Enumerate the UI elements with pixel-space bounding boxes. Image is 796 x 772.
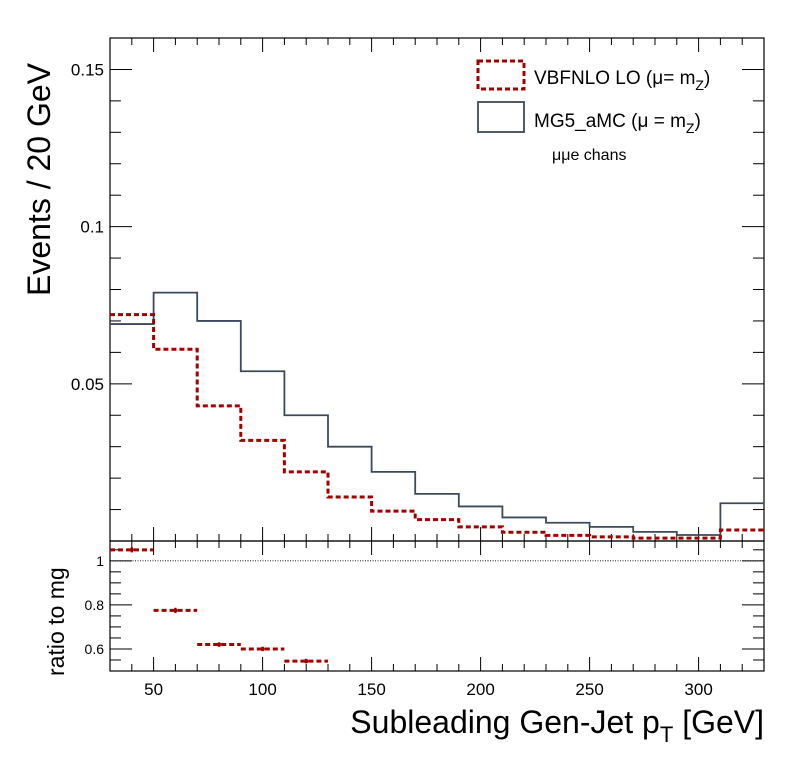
ratio-points [110, 547, 328, 664]
ratio-y-tick-label: 0.6 [85, 641, 105, 657]
x-axis-title: Subleading Gen-Jet pT [GeV] [350, 704, 764, 747]
legend-swatch-vbfnlo [476, 59, 526, 91]
x-tick-label: 200 [466, 680, 494, 699]
series-vbfnlo-line [110, 313, 764, 540]
series-mg5-line [110, 291, 764, 536]
ratio-point-marker [260, 646, 265, 652]
main-y-tick-label: 0.05 [71, 375, 104, 394]
ratio-point-marker [216, 642, 222, 647]
x-tick-label: 300 [684, 680, 712, 699]
ratio-y-tick-label: 0.8 [85, 597, 105, 613]
x-tick-label: 100 [248, 680, 276, 699]
ratio-point [197, 642, 241, 647]
main-y-ticks: 0.05 0.1 0.15 [71, 38, 765, 541]
ratio-point [110, 547, 154, 553]
main-y-tick-label: 0.15 [71, 60, 104, 79]
x-tick-label: 150 [357, 680, 385, 699]
x-tick-label: 250 [575, 680, 603, 699]
ratio-y-tick-label: 1 [96, 553, 104, 569]
ratio-point-marker [304, 658, 309, 664]
channel-annotation: μμe chans [552, 147, 626, 164]
legend-label-mg5: MG5_aMC (μ = mZ) [534, 111, 701, 136]
ratio-point [153, 607, 198, 614]
main-y-tick-label: 0.1 [80, 218, 104, 237]
main-y-axis-title: Events / 20 GeV [21, 62, 57, 296]
ratio-point [240, 646, 285, 652]
ratio-y-axis-title: ratio to mg [43, 567, 69, 676]
histograms [110, 291, 764, 540]
legend-swatch-mg5 [477, 101, 525, 133]
ratio-point [284, 658, 328, 664]
legend-label-vbfnlo: VBFNLO LO (μ= mZ) [534, 68, 710, 93]
ratio-point-marker [173, 608, 178, 613]
x-tick-label: 50 [144, 680, 163, 699]
ratio-point-marker [129, 547, 134, 553]
legend: VBFNLO LO (μ= mZ) MG5_aMC (μ = mZ) μμe c… [476, 59, 710, 164]
